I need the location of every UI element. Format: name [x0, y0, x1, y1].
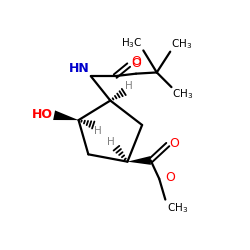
Polygon shape	[53, 110, 78, 120]
Text: HN: HN	[69, 62, 89, 75]
Text: CH$_3$: CH$_3$	[171, 38, 192, 51]
Text: H: H	[108, 137, 115, 147]
Text: H: H	[94, 126, 102, 136]
Text: HO: HO	[32, 108, 53, 120]
Text: O: O	[131, 55, 141, 68]
Text: H: H	[125, 81, 133, 91]
Text: O: O	[165, 171, 175, 184]
Text: O: O	[131, 58, 141, 70]
Text: CH$_3$: CH$_3$	[172, 88, 194, 102]
Polygon shape	[128, 156, 151, 165]
Text: CH$_3$: CH$_3$	[166, 202, 188, 215]
Text: H$_3$C: H$_3$C	[120, 36, 142, 50]
Text: O: O	[170, 137, 179, 150]
